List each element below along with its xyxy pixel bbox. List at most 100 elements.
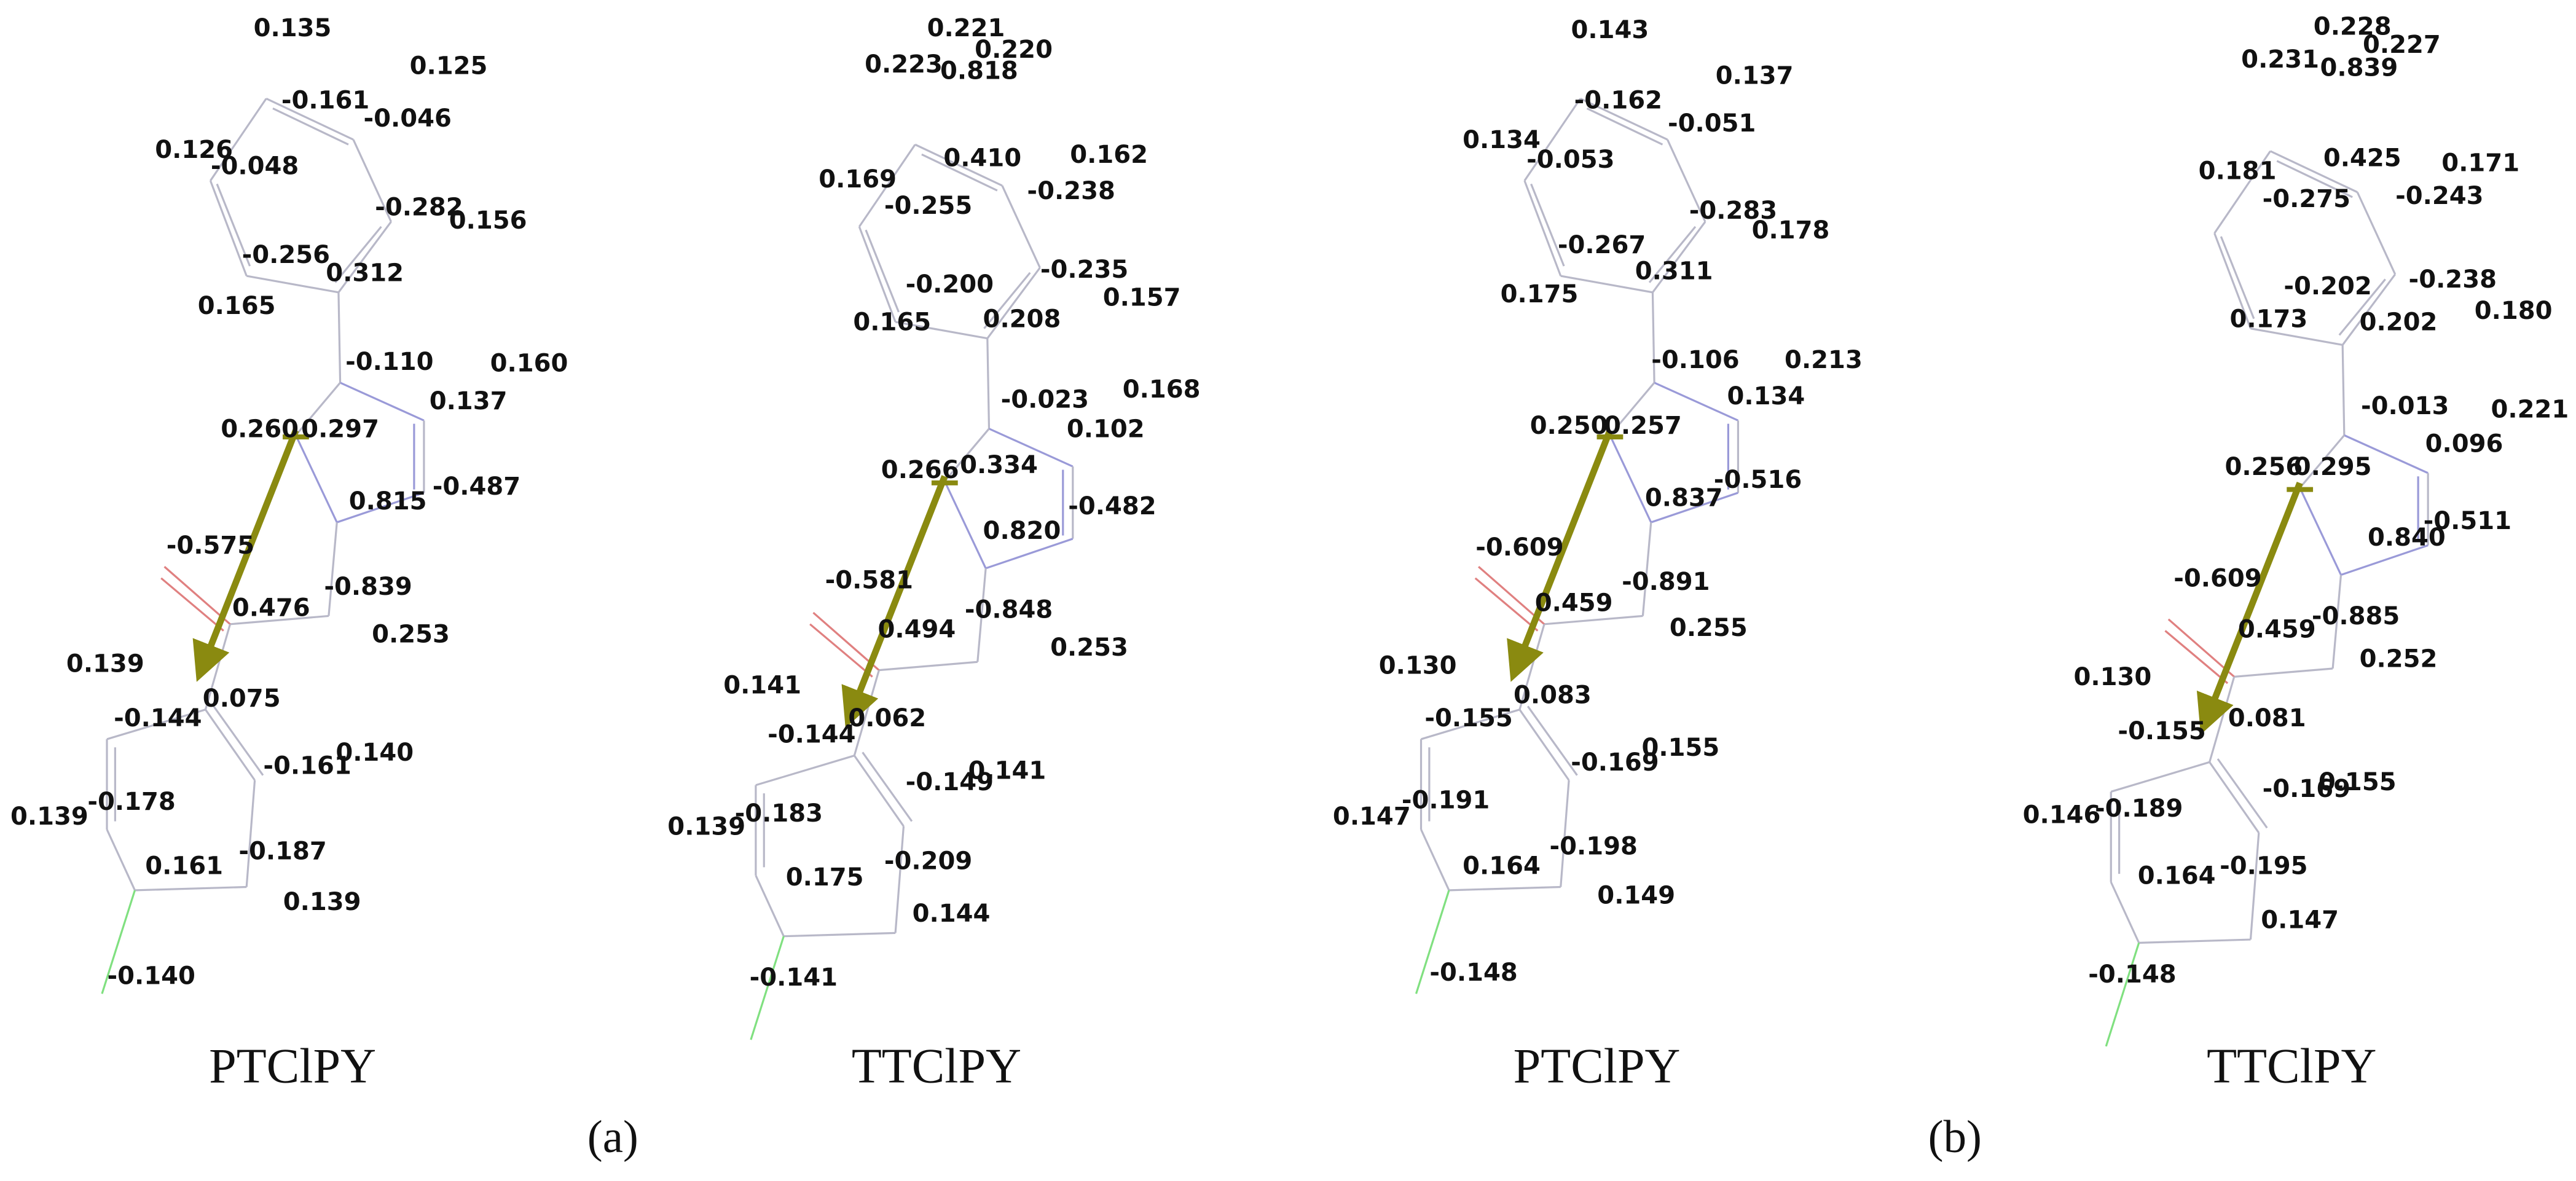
charge-label: 0.334: [960, 451, 1038, 479]
charge-label: 0.149: [1597, 882, 1675, 910]
charge-label: -0.178: [87, 788, 175, 816]
bond: [1667, 139, 1706, 222]
charge-label: 0.223: [865, 50, 943, 79]
bond: [2105, 942, 2140, 1047]
charge-label: 0.425: [2323, 144, 2401, 172]
bond: [272, 107, 349, 146]
bond: [865, 229, 900, 313]
charge-label: 0.140: [336, 739, 414, 767]
charge-label: 0.820: [983, 517, 1061, 545]
bond: [328, 522, 338, 616]
charge-label: 0.255: [1670, 614, 1748, 642]
charge-label: -0.141: [750, 963, 838, 992]
charge-label: -0.256: [242, 241, 330, 269]
charge-label: 0.175: [786, 863, 864, 892]
bond: [921, 153, 998, 192]
bond: [337, 292, 342, 383]
bond: [352, 139, 392, 222]
charge-label: 0.312: [326, 259, 404, 287]
charge-label: -0.106: [1651, 346, 1739, 374]
bond: [1530, 183, 1565, 267]
bond: [2249, 833, 2260, 940]
charge-label: -0.013: [2361, 392, 2449, 420]
bond: [1648, 226, 1697, 283]
charge-label: -0.511: [2424, 507, 2511, 535]
charge-label: -0.169: [2263, 775, 2350, 803]
bond: [976, 568, 987, 662]
charge-label: 0.162: [1070, 141, 1148, 169]
bond: [755, 755, 855, 787]
bond: [2299, 434, 2346, 488]
bond: [2220, 236, 2255, 320]
bond: [862, 751, 913, 822]
charge-label: 0.260: [221, 415, 299, 443]
bond: [339, 382, 425, 422]
bond: [2213, 233, 2252, 329]
charge-label: 0.297: [301, 415, 379, 443]
charge-label: 0.102: [1067, 415, 1145, 443]
charge-label: 0.139: [667, 812, 745, 841]
bond: [2299, 487, 2342, 576]
bond: [894, 826, 905, 933]
charge-label: -0.255: [884, 192, 972, 220]
bond: [1523, 180, 1562, 277]
bond: [135, 885, 247, 892]
bond: [1654, 382, 1739, 422]
bond: [914, 143, 1003, 187]
charge-label: -0.243: [2395, 182, 2483, 210]
charge-label: -0.238: [1027, 177, 1115, 205]
bond: [1641, 522, 1652, 616]
bond: [783, 932, 896, 938]
charge-label: -0.149: [906, 768, 994, 796]
charge-label: -0.235: [1040, 256, 1128, 284]
bond: [858, 226, 897, 323]
charge-label: -0.148: [1429, 959, 1517, 987]
charge-label: 0.253: [1050, 634, 1128, 662]
charge-label: 0.146: [2023, 801, 2101, 830]
charge-label: -0.198: [1550, 832, 1638, 860]
charge-label: 0.202: [2360, 308, 2438, 337]
charge-label: -0.609: [2174, 565, 2261, 593]
bond: [2164, 630, 2229, 685]
bond: [245, 780, 256, 887]
charge-label: 0.134: [1727, 382, 1805, 410]
bond: [205, 708, 256, 781]
charge-label: -0.516: [1714, 466, 1802, 494]
charge-label: 0.139: [283, 888, 361, 916]
bond: [101, 890, 136, 994]
charge-label: -0.046: [363, 104, 451, 133]
panel-caption: TTClPY: [852, 1039, 1021, 1093]
bond: [1523, 98, 1582, 181]
charge-label: 0.168: [1123, 375, 1201, 404]
bond: [160, 577, 224, 632]
bond: [1421, 708, 1520, 740]
bond: [246, 275, 339, 294]
charge-label: -0.891: [1622, 568, 1710, 596]
bond: [216, 183, 251, 267]
charge-label: -0.155: [2118, 717, 2205, 745]
bond: [336, 492, 425, 524]
charge-label: -0.202: [2283, 272, 2371, 300]
charge-label: 0.155: [1641, 734, 1719, 762]
bond: [210, 98, 267, 181]
charge-label: 0.130: [2074, 663, 2152, 691]
charge-label: 0.295: [2294, 453, 2372, 481]
charge-label: 0.266: [881, 456, 959, 484]
charge-label: 0.459: [2238, 615, 2316, 643]
bond: [1609, 382, 1655, 436]
charge-label: -0.144: [768, 721, 855, 749]
panel-caption: PTClPY: [209, 1039, 376, 1093]
charge-label: -0.144: [114, 704, 202, 732]
bond: [988, 428, 1074, 468]
bond: [2269, 150, 2358, 194]
charge-label: 0.156: [449, 206, 527, 235]
bond: [2338, 278, 2386, 336]
bond: [1518, 708, 1570, 781]
charge-label: 0.165: [198, 292, 276, 320]
bond: [230, 614, 329, 626]
bond: [755, 875, 785, 937]
bond: [985, 538, 1074, 570]
charge-label: 0.137: [1716, 62, 1794, 90]
charge-label: 0.143: [1571, 16, 1649, 44]
